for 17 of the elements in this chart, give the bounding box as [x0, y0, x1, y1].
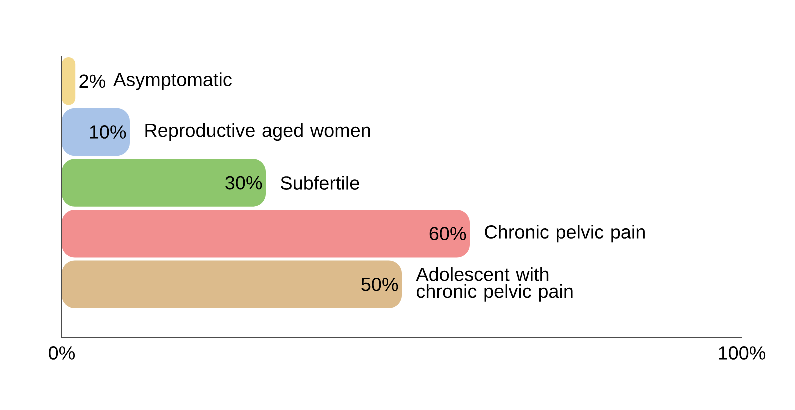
data-label: 50%	[362, 278, 398, 292]
bar	[62, 108, 130, 156]
y-tick-label: Adolescent with chronic pelvic pain	[416, 267, 573, 302]
bar	[62, 210, 470, 258]
y-tick-label: Chronic pelvic pain	[485, 225, 645, 243]
data-label: 10%	[90, 126, 126, 139]
bar	[62, 58, 76, 106]
data-label: 2%	[80, 74, 106, 88]
x-tick-label: 100%	[719, 346, 766, 360]
y-tick-label: Asymptomatic	[114, 72, 232, 90]
bar	[62, 260, 402, 309]
y-tick-label: Reproductive aged women	[146, 123, 370, 142]
y-tick-label: Subfertile	[281, 176, 360, 190]
data-label: 30%	[226, 176, 262, 190]
bar	[62, 159, 266, 207]
x-tick-label: 0%	[49, 346, 75, 360]
data-label: 60%	[430, 227, 466, 241]
